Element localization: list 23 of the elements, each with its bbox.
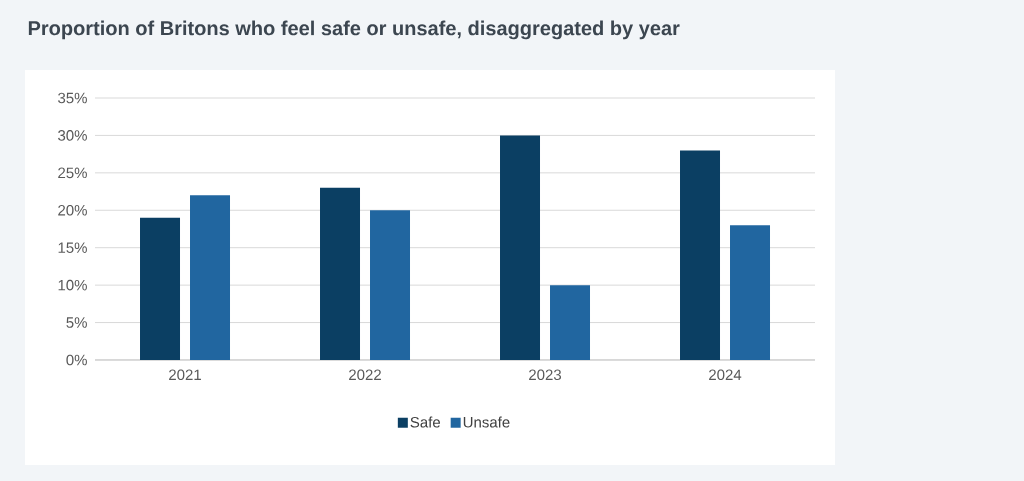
bar [370,210,411,360]
y-tick-label: 30% [58,130,87,141]
bar [550,285,591,360]
y-tick-label: 5% [66,317,87,328]
y-tick-label: 20% [58,204,87,216]
bar [680,150,721,360]
y-tick-label: 25% [58,167,87,179]
legend-label: Safe [410,416,441,428]
bar [500,135,541,360]
y-tick-label: 35% [58,92,87,104]
y-tick-label: 10% [58,279,87,291]
y-tick-label: 0% [66,354,87,366]
bar [730,225,771,360]
legend-label: Unsafe [463,416,510,428]
x-tick-label: 2022 [349,369,381,381]
y-tick-label: 15% [58,242,87,253]
bar [190,195,231,360]
chart-title: Proportion of Britons who feel safe or unsafe, disaggregated by year [28,20,680,40]
bar [320,187,361,360]
bar [140,217,181,360]
x-tick-label: 2023 [529,369,562,381]
x-tick-label: 2021 [169,369,201,381]
x-tick-label: 2024 [709,369,742,381]
